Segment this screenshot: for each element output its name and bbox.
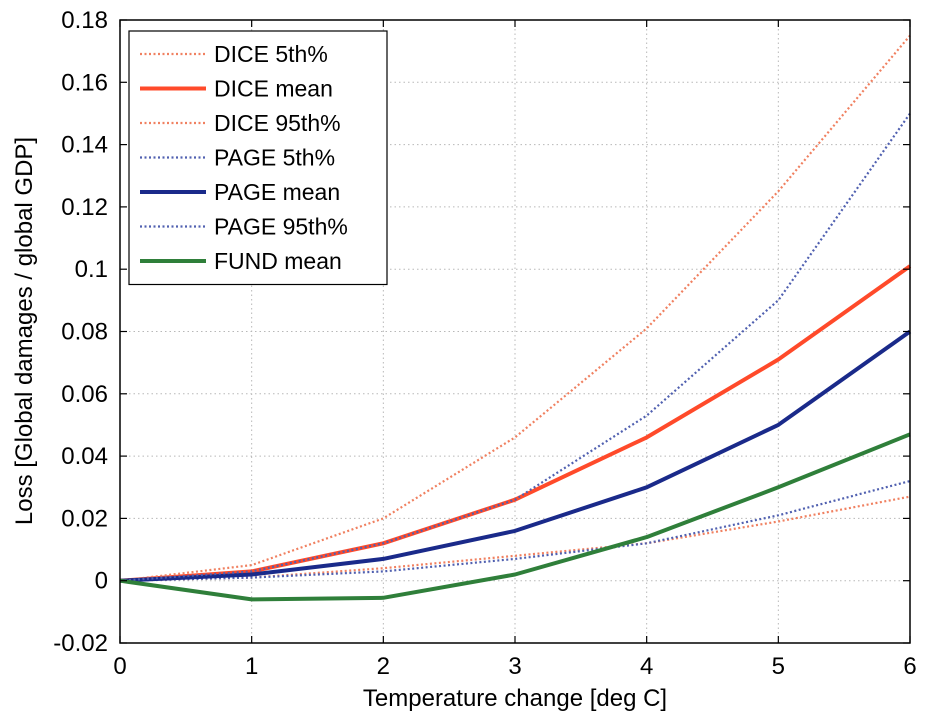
legend-label: PAGE 5th% <box>214 145 335 171</box>
series-line-page-mean <box>119 329 912 583</box>
y-tick-label: 0.08 <box>61 319 108 346</box>
x-tick-label: 1 <box>245 653 258 680</box>
y-tick-label: 0.06 <box>61 381 108 408</box>
y-tick-label: 0 <box>95 568 108 595</box>
legend-label: DICE 5th% <box>214 41 328 67</box>
legend: DICE 5th% DICE mean DICE 95th% PAGE 5th% PAG… <box>128 30 388 286</box>
legend-label: PAGE 95th% <box>214 214 348 240</box>
y-tick-label: 0.12 <box>61 194 108 221</box>
legend-label: DICE mean <box>214 76 333 102</box>
series-line-page-95th <box>119 112 911 582</box>
x-axis-label: Temperature change [deg C] <box>363 685 667 712</box>
series-line-dice-95th <box>119 34 911 582</box>
x-tick-label: 5 <box>772 653 785 680</box>
legend-label: DICE 95th% <box>214 110 341 136</box>
x-axis-ticks: 0 1 2 3 4 5 6 <box>113 20 917 680</box>
x-tick-label: 4 <box>640 653 653 680</box>
y-tick-label: 0.02 <box>61 505 108 532</box>
series-lines <box>119 34 912 602</box>
legend-label: FUND mean <box>214 248 342 274</box>
x-tick-label: 2 <box>377 653 390 680</box>
series-line-fund-mean <box>119 432 911 602</box>
x-tick-label: 0 <box>113 653 126 680</box>
legend-label: PAGE mean <box>214 179 340 205</box>
x-tick-label: 6 <box>903 653 916 680</box>
x-tick-label: 3 <box>508 653 521 680</box>
y-tick-label: 0.04 <box>61 443 108 470</box>
y-tick-label: -0.02 <box>53 630 108 657</box>
y-tick-label: 0.14 <box>61 132 108 159</box>
y-axis-ticks: -0.02 0 0.02 0.04 0.06 0.08 0.1 0.12 0.14 0.16 0.1… <box>53 7 910 657</box>
series-line-page-5th <box>119 479 911 582</box>
y-tick-label: 0.1 <box>75 256 108 283</box>
y-tick-label: 0.16 <box>61 69 108 96</box>
y-tick-label: 0.18 <box>61 7 108 34</box>
y-axis-label: Loss [Global damages / global GDP] <box>11 137 38 525</box>
